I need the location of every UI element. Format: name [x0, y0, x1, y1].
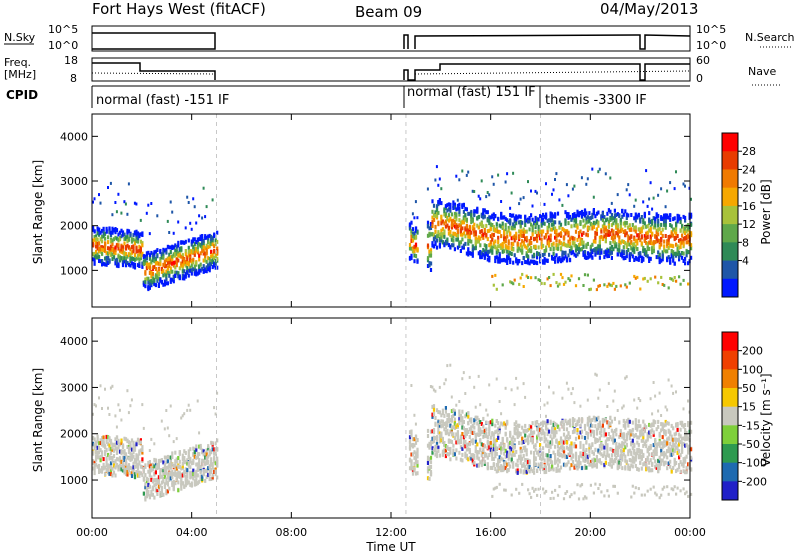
velocity-colorbar-label: Velocity [m s⁻¹] [759, 373, 773, 466]
y-tick-label: 3000 [60, 381, 88, 394]
colorbar-tick: 15 [742, 401, 756, 414]
power-panel [92, 114, 693, 307]
colorbar-tick: 16 [742, 200, 756, 213]
freq-label-2: [MHz] [4, 68, 36, 81]
time-axis-label: Time UT [365, 540, 416, 554]
x-tick-label: 00:00 [674, 526, 706, 539]
x-tick-label: 00:00 [76, 526, 108, 539]
colorbar-swatch [722, 205, 738, 225]
colorbar-tick: 8 [742, 236, 749, 249]
colorbar-tick: 4 [742, 255, 749, 268]
velocity-panel [92, 318, 693, 518]
freq-tick-bottom: 8 [70, 72, 77, 85]
colorbar-tick: 50 [742, 382, 756, 395]
date-title: 04/May/2013 [600, 0, 698, 18]
colorbar-swatch [722, 444, 738, 464]
x-tick-label: 04:00 [176, 526, 208, 539]
y-tick-label: 2000 [60, 220, 88, 233]
colorbar-tick: -200 [742, 475, 767, 488]
cpid-mode-2: normal (fast) 151 IF [407, 85, 536, 100]
cpid-label: CPID [6, 88, 38, 102]
power-colorbar: 28 24 20 16 12 8 4 [721, 132, 756, 298]
colorbar-swatch [722, 151, 738, 170]
y-tick-label: 3000 [60, 175, 88, 188]
nsky-tick-top: 10^5 [48, 23, 78, 36]
y-tick-label: 1000 [60, 474, 88, 487]
beam-title: Beam 09 [355, 3, 422, 21]
colorbar-swatch [722, 242, 738, 262]
colorbar-swatch [722, 388, 738, 408]
nsearch-tick-bottom: 10^0 [696, 39, 726, 52]
nave-tick-bottom: 0 [696, 72, 703, 85]
colorbar-swatch [722, 260, 738, 280]
colorbar-swatch [722, 187, 738, 207]
colorbar-swatch [722, 425, 738, 445]
colorbar-tick: 12 [742, 218, 756, 231]
x-tick-label: 16:00 [475, 526, 507, 539]
colorbar-tick: -15 [742, 419, 760, 432]
x-ticks: 00:00 04:00 08:00 12:00 16:00 20:00 00:00 [76, 114, 706, 539]
freq-tick-top: 18 [64, 54, 78, 67]
velocity-colorbar: 200 100 50 15 -15 -50 -100 -200 [721, 331, 767, 501]
colorbar-swatch [722, 169, 738, 189]
colorbar-swatch [722, 133, 738, 152]
colorbar-tick: -50 [742, 438, 760, 451]
y-tick-label: 1000 [60, 264, 88, 277]
colorbar-swatch [722, 332, 738, 352]
colorbar-swatch [722, 462, 738, 482]
colorbar-tick: 24 [742, 163, 756, 176]
colorbar-swatch [722, 350, 738, 370]
nsearch-tick-top: 10^5 [696, 23, 726, 36]
x-tick-label: 20:00 [574, 526, 606, 539]
nsearch-label: N.Search [745, 31, 795, 44]
nsky-label: N.Sky [4, 31, 36, 44]
colorbar-swatch [722, 406, 738, 426]
velocity-ylabel: Slant Range [km] [31, 368, 45, 472]
power-ylabel: Slant Range [km] [31, 160, 45, 264]
colorbar-swatch [722, 278, 738, 298]
y-tick-label: 4000 [60, 335, 88, 348]
nave-label: Nave [748, 65, 776, 78]
colorbar-swatch [722, 224, 738, 243]
freq-panel [91, 57, 691, 82]
colorbar-tick: 200 [742, 345, 763, 358]
colorbar-tick: 20 [742, 182, 756, 195]
x-tick-label: 08:00 [275, 526, 307, 539]
radar-title: Fort Hays West (fitACF) [92, 0, 266, 18]
cpid-mode-1: normal (fast) -151 IF [96, 93, 229, 108]
y-tick-label: 2000 [60, 428, 88, 441]
freq-label-1: Freq. [4, 56, 31, 69]
nsky-tick-bottom: 10^0 [48, 39, 78, 52]
power-colorbar-label: Power [dB] [759, 179, 773, 244]
colorbar-swatch [722, 481, 738, 501]
colorbar-tick: 100 [742, 363, 763, 376]
nsky-panel [91, 25, 691, 52]
colorbar-tick: -100 [742, 457, 767, 470]
cpid-mode-3: themis -3300 IF [545, 93, 647, 108]
y-ticks: 4000 3000 2000 1000 4000 3000 2000 1000 [60, 130, 690, 487]
nave-tick-top: 60 [696, 54, 710, 67]
colorbar-swatch [722, 369, 738, 389]
x-tick-label: 12:00 [375, 526, 407, 539]
colorbar-tick: 28 [742, 145, 756, 158]
y-tick-label: 4000 [60, 130, 88, 143]
